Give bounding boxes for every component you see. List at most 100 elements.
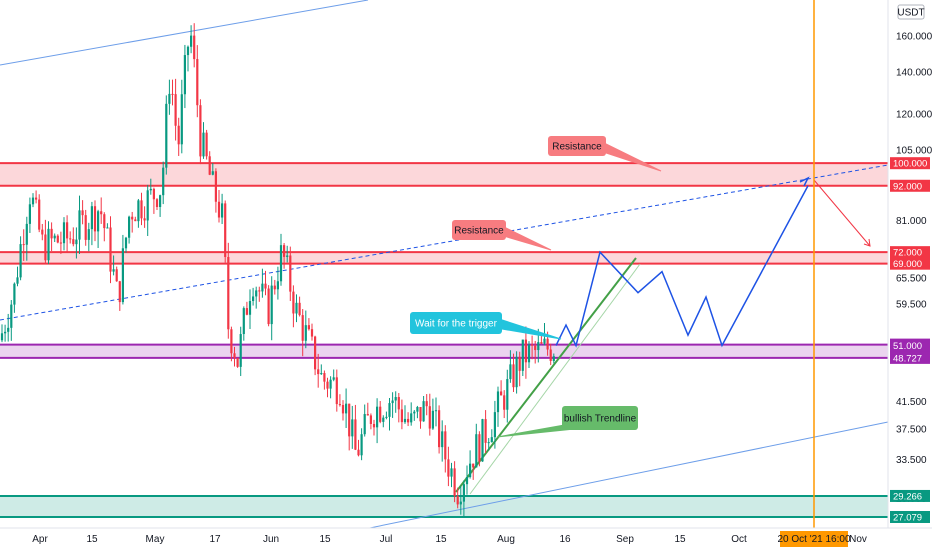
candle-body [4, 331, 7, 334]
candle-body [422, 401, 425, 422]
marker-date-box [780, 531, 848, 547]
price-label-value: 29.266 [893, 491, 922, 502]
candle-body [19, 244, 22, 278]
candle-body [428, 406, 431, 429]
candle-body [59, 242, 62, 244]
candle-body [35, 197, 38, 200]
drop-arrow-line [813, 179, 871, 247]
candle-body [267, 288, 270, 325]
candle-body [289, 255, 292, 292]
price-label-value: 27.079 [893, 512, 922, 523]
price-label-box [890, 257, 930, 270]
candle-body [230, 329, 233, 354]
candle-body [441, 431, 444, 448]
candle-body [159, 195, 162, 208]
candle-body [22, 244, 25, 246]
candle-body [453, 468, 456, 496]
candle-body [524, 339, 527, 363]
price-label-value: 100.000 [893, 159, 927, 170]
candle-body [431, 410, 434, 429]
price-label-box [890, 351, 930, 364]
candle-body [109, 227, 112, 272]
candle-body [180, 94, 183, 145]
candle-body [270, 285, 273, 325]
projection-arrowhead [799, 176, 810, 187]
candle-body [69, 238, 72, 240]
candle-body [115, 269, 118, 282]
time-tick-label: 15 [674, 534, 686, 545]
dashed-trendline [0, 164, 889, 321]
candle-body [400, 409, 403, 423]
candle-body [255, 290, 258, 297]
resistance-zone-upper [0, 163, 888, 186]
candle-body [385, 416, 388, 418]
currency-badge [897, 4, 925, 20]
candle-body [447, 459, 450, 477]
candle-body [416, 406, 419, 412]
candle-body [534, 345, 537, 351]
candle-body [286, 255, 289, 257]
candle-body [481, 419, 484, 462]
time-tick-label: Apr [32, 534, 48, 545]
candle-body [121, 248, 124, 303]
candle-body [521, 339, 524, 371]
candle-body [261, 283, 264, 292]
candles-layer [0, 23, 555, 518]
candle-body [329, 379, 332, 389]
candle-body [174, 94, 177, 126]
candle-body [227, 256, 230, 330]
trigger-zone [0, 344, 888, 358]
price-label-value: 48.727 [893, 353, 922, 364]
price-label-box [890, 510, 930, 523]
price-axis: 160.000 140.000 120.000 105.000 81.000 65.500… [887, 0, 932, 550]
candle-body [314, 336, 317, 370]
callout-box [452, 220, 506, 240]
candle-body [84, 215, 87, 240]
candle-body [317, 369, 320, 375]
time-axis-background [0, 528, 932, 550]
candle-body [31, 197, 35, 205]
candle-body [28, 204, 31, 224]
time-tick-label: Sep [616, 534, 634, 545]
callout-label: Resistance [454, 226, 504, 237]
candle-body [410, 413, 413, 423]
candle-body [543, 338, 546, 344]
candle-body [171, 93, 174, 95]
candle-body [549, 349, 552, 361]
callout-label: Wait for the trigger [415, 319, 498, 330]
candle-body [444, 431, 447, 460]
candle-body [403, 418, 407, 423]
candle-body [394, 397, 397, 401]
time-tick-label: 15 [319, 534, 331, 545]
candle-body [177, 125, 180, 145]
candle-body [382, 417, 385, 422]
candle-body [56, 235, 59, 243]
candle-body [214, 171, 217, 202]
candle-body [335, 377, 338, 405]
time-tick-label: Jul [380, 534, 393, 545]
callout-box [410, 312, 502, 334]
candle-body [62, 222, 66, 244]
callout-box [562, 406, 638, 430]
candle-body [47, 228, 50, 261]
candle-body [143, 218, 146, 221]
candle-body [44, 234, 47, 261]
time-tick-label: 15 [86, 534, 98, 545]
candle-body [456, 495, 459, 505]
candle-body [348, 403, 351, 437]
candle-body [531, 344, 534, 346]
candle-body [295, 302, 298, 314]
candle-body [469, 463, 472, 478]
candle-body [264, 283, 267, 289]
zones-layer [0, 162, 888, 518]
candle-body [283, 245, 286, 257]
candle-body [128, 216, 131, 238]
price-label-value: 72.000 [893, 248, 922, 259]
candle-body [372, 423, 376, 428]
bullish-trendline-parallel [469, 263, 641, 495]
time-tick-label: Nov [849, 534, 867, 545]
candle-body [391, 400, 394, 404]
candle-body [152, 188, 155, 200]
price-tick-label: 33.500 [896, 455, 927, 466]
